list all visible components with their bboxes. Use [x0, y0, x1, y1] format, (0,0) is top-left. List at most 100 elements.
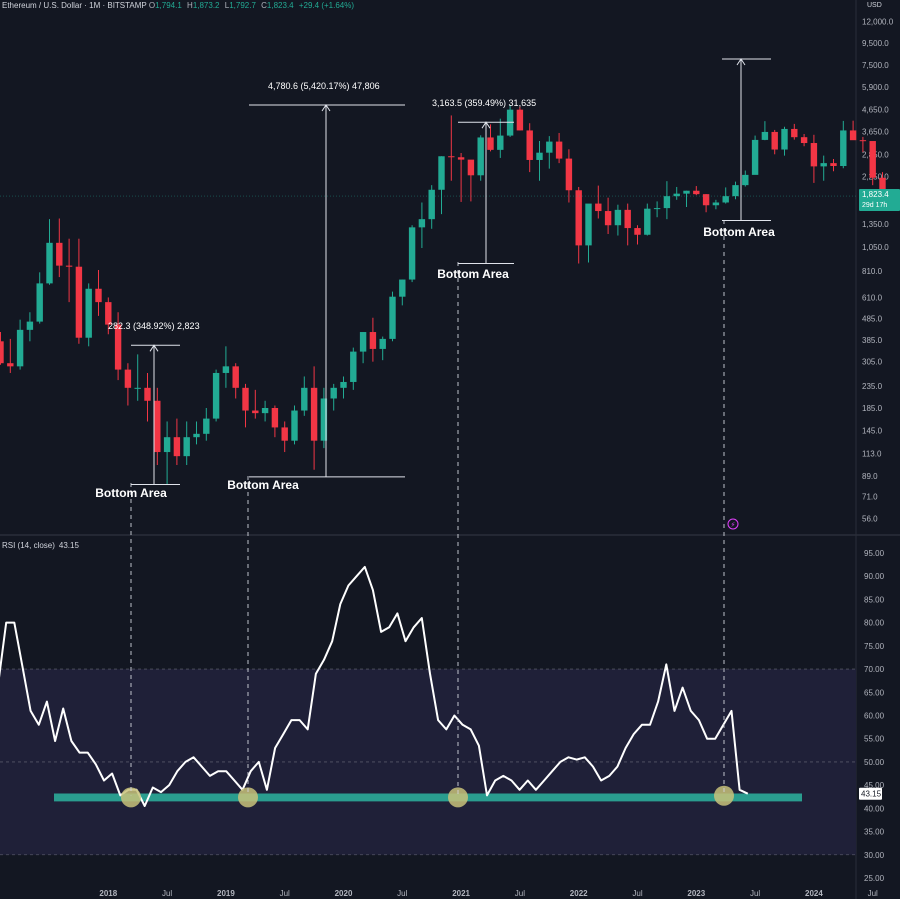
price-tick-label: 1,350.0	[862, 220, 889, 229]
rsi-axis[interactable]: 95.00 90.00 85.00 80.00 75.00 70.00 65.00 60.00…	[864, 549, 885, 883]
candle-body	[154, 400, 161, 453]
candle-body	[712, 202, 720, 206]
price-axis[interactable]: 12,000.0 9,500.0 7,500.0 5,900.0 4,650.0 3,65…	[862, 17, 894, 523]
open-key: O	[148, 1, 156, 10]
rsi-current-value: 43.15	[58, 541, 79, 550]
rsi-tick-label: 95.00	[864, 549, 885, 558]
rsi-tick-label: 90.00	[864, 572, 885, 581]
candle-body	[310, 387, 318, 441]
rsi-bottom-marker	[121, 787, 141, 808]
price-tick-label: 485.0	[862, 315, 883, 324]
rsi-tick-label: 30.00	[864, 851, 885, 860]
rsi-bottom-marker	[448, 787, 468, 808]
candle-body	[350, 351, 357, 382]
rsi-label[interactable]: RSI (14, close)	[2, 541, 55, 550]
measure-annotations: Bottom Area Bottom Area Bottom Area Bottom …	[95, 58, 775, 796]
rsi-support-band	[54, 793, 802, 802]
measure-label: 4,780.6 (5,420.17%) 47,806	[268, 81, 380, 91]
price-tick-label: 610.0	[862, 293, 883, 302]
candle-body	[673, 193, 680, 197]
rsi-bottom-marker	[714, 785, 734, 806]
price-tick-label: 1,050.0	[862, 243, 889, 252]
candle-body	[95, 288, 102, 303]
time-tick-label: Jul	[162, 889, 172, 898]
candle-body	[663, 196, 671, 209]
price-tick-label: 145.0	[862, 427, 883, 436]
rsi-tick-label: 40.00	[864, 804, 885, 813]
time-tick-label: Jul	[632, 889, 642, 898]
rsi-zone-layer	[0, 668, 856, 856]
candle-body	[830, 163, 837, 167]
time-axis[interactable]: 2018 Jul 2019 Jul 2020 Jul 2021 Jul 2022 Jul 2023 J…	[99, 889, 900, 898]
candle-body	[555, 141, 563, 159]
candle-body	[36, 283, 43, 322]
candle-body	[428, 189, 435, 220]
time-tick-label: 2022	[570, 889, 588, 898]
candle-body	[467, 159, 475, 176]
currency-label[interactable]: USD	[867, 2, 882, 9]
low-value: 1,792.7	[229, 1, 256, 10]
current-price-tag	[859, 189, 900, 212]
candle-body	[702, 194, 710, 206]
measure-arrowhead	[736, 58, 746, 66]
rsi-tick-label: 55.00	[864, 735, 885, 744]
candle-body	[497, 135, 504, 150]
price-tick-label: 12,000.0	[862, 17, 894, 26]
rsi-value-tag	[859, 787, 882, 800]
measure-arrowhead	[149, 344, 159, 352]
price-tick-label: 9,500.0	[862, 39, 889, 48]
candle-body	[85, 288, 92, 338]
low-key: L	[224, 1, 230, 10]
candle-body	[301, 387, 308, 411]
candle-body	[252, 410, 259, 414]
candle-body	[742, 174, 749, 186]
candlestick-series	[0, 104, 896, 485]
candle-body	[320, 398, 328, 441]
candle-body	[565, 158, 573, 191]
time-tick-label: 2019	[217, 889, 235, 898]
price-tick-label: 3,650.0	[862, 128, 889, 137]
candle-body	[575, 190, 582, 246]
candle-body	[448, 156, 455, 158]
candle-body	[477, 137, 484, 176]
candle-body	[810, 143, 818, 167]
candle-body	[526, 130, 533, 160]
candle-body	[771, 131, 778, 150]
candle-body	[800, 137, 808, 144]
candle-body	[340, 381, 347, 388]
candle-body	[291, 410, 298, 441]
candle-body	[487, 137, 494, 150]
candle-body	[634, 228, 641, 235]
price-tags: 1,823.4 29d 17h 43.15	[859, 189, 900, 800]
close-key: C	[261, 1, 267, 10]
price-tick-label: 7,500.0	[862, 61, 889, 70]
candle-body	[732, 185, 739, 197]
candle-body	[722, 196, 729, 203]
time-tick-label: 2018	[99, 889, 117, 898]
candle-body	[457, 157, 465, 160]
candle-body	[399, 279, 406, 297]
bottom-area-label: Bottom Area	[227, 478, 299, 492]
candle-body	[751, 139, 759, 175]
rsi-tick-label: 50.00	[864, 758, 885, 767]
price-tick-label: 385.0	[862, 336, 883, 345]
price-tick-label: 185.0	[862, 404, 883, 413]
candle-body	[46, 242, 53, 284]
price-tick-label: 56.0	[862, 515, 878, 524]
lightning-glyph: ⚡	[731, 521, 736, 529]
candle-body	[144, 387, 151, 401]
symbol-label[interactable]: Ethereum / U.S. Dollar · 1M · BITSTAMP	[2, 1, 147, 10]
candle-body	[859, 140, 867, 142]
candle-body	[271, 407, 279, 428]
candle-body	[849, 130, 857, 141]
lightning-event-icon	[727, 518, 739, 530]
candle-body	[438, 156, 445, 190]
candle-body	[761, 131, 769, 140]
candle-body	[281, 427, 288, 441]
candle-body	[26, 321, 34, 330]
price-tick-label: 810.0	[862, 267, 883, 276]
price-tick-label: 305.0	[862, 358, 883, 367]
candle-body	[379, 338, 386, 349]
time-tick-label: 2023	[687, 889, 705, 898]
bottom-area-label: Bottom Area	[437, 267, 509, 281]
